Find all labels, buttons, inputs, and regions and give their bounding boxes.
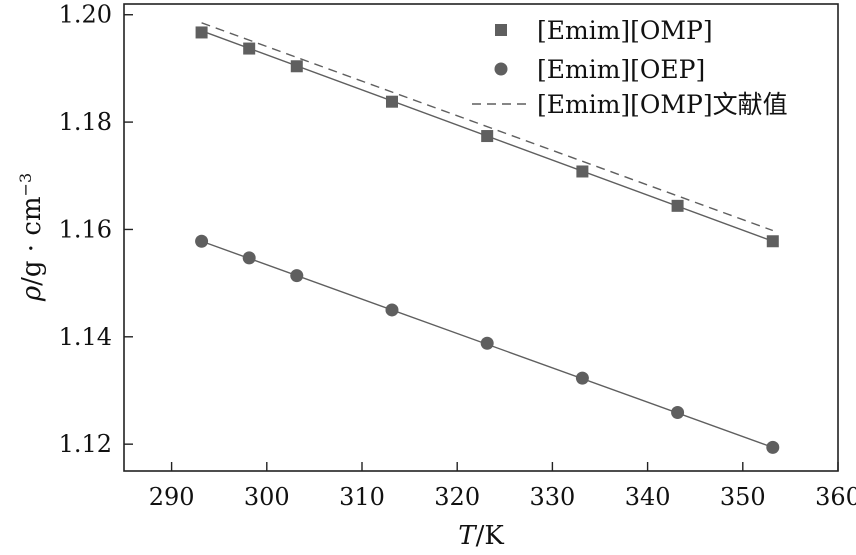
y-axis-ticks: 1.12 1.14 1.16 1.18 1.20 [59, 1, 133, 458]
data-point-square [766, 235, 779, 248]
x-tick-label: 290 [149, 483, 195, 511]
y-axis-exponent: −3 [16, 173, 35, 197]
series-layer [195, 22, 780, 454]
x-axis-title: T/K [458, 521, 504, 551]
data-point-circle [242, 251, 256, 265]
y-tick-label: 1.18 [59, 108, 112, 136]
legend-label: [Emim][OMP]文献值 [537, 90, 788, 119]
data-point-square [671, 199, 684, 212]
data-point-square [576, 165, 589, 178]
x-axis-ticks: 290 300 310 320 330 340 350 360 [149, 462, 856, 511]
data-point-circle [575, 371, 589, 385]
y-axis-title: ρ/g · cm−3 [16, 173, 47, 302]
x-tick-label: 310 [339, 483, 385, 511]
x-axis-unit: /K [476, 521, 505, 551]
legend-label: [Emim][OEP] [537, 55, 705, 84]
data-point-square [243, 42, 256, 55]
x-tick-label: 300 [244, 483, 290, 511]
legend: [Emim][OMP] [Emim][OEP] [Emim][OMP]文献值 [472, 16, 788, 119]
x-tick-label: 340 [625, 483, 671, 511]
data-point-circle [195, 234, 209, 248]
legend-marker-square [495, 24, 507, 36]
y-axis-unit: /g · cm [17, 196, 47, 285]
y-tick-label: 1.12 [59, 430, 112, 458]
data-point-circle [385, 303, 399, 317]
y-axis-variable: ρ [17, 285, 47, 302]
plot-frame [123, 3, 839, 472]
data-point-square [385, 95, 398, 108]
data-point-circle [766, 440, 780, 454]
reference-dashed-line [201, 22, 774, 232]
x-tick-label: 360 [815, 483, 856, 511]
y-tick-label: 1.14 [59, 323, 112, 351]
legend-marker-circle [494, 62, 508, 76]
x-tick-label: 330 [529, 483, 575, 511]
x-tick-label: 320 [434, 483, 480, 511]
x-axis-variable: T [458, 521, 477, 551]
data-point-square [290, 60, 303, 73]
data-point-circle [290, 269, 304, 283]
data-point-circle [671, 405, 685, 419]
y-tick-label: 1.16 [59, 215, 112, 243]
legend-label: [Emim][OMP] [537, 16, 713, 45]
data-point-square [481, 130, 494, 143]
x-tick-label: 350 [720, 483, 766, 511]
data-point-circle [480, 336, 494, 350]
y-tick-label: 1.20 [59, 1, 112, 29]
data-point-square [195, 26, 208, 39]
